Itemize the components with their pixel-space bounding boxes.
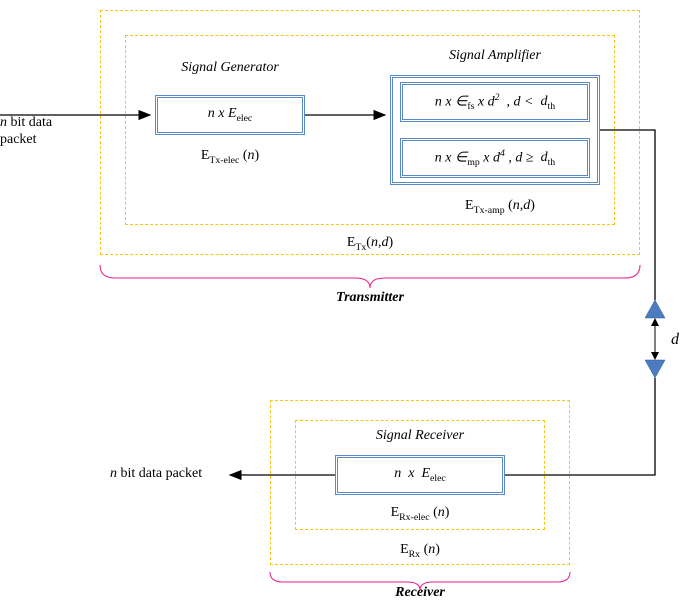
tx-sublabel: ETx(n,d) [320,235,420,254]
receiver-sublabel: ERx (n) [380,542,460,561]
signal-generator-label: Signal Generator [170,60,290,77]
signal-receiver-label: Signal Receiver [355,428,485,445]
amplifier-mp-formula: n x ∈mp x d4 , d ≥ dth [435,148,555,168]
transmitter-brace [100,265,640,288]
input-packet-label: n bit datapacket [0,115,80,149]
distance-arrow-top [651,318,659,326]
antenna-down-triangle [645,360,665,378]
receiver-box: n x Eelec [335,455,505,495]
receiver-label: Receiver [375,585,465,602]
antenna-up-triangle [645,300,665,318]
generator-box: n x Eelec [155,95,305,135]
receiver-elec-sublabel: ERx-elec (n) [360,505,480,524]
amplifier-sublabel: ETx-amp (n,d) [430,198,570,217]
distance-arrow-bot [651,352,659,360]
amplifier-mp-box: n x ∈mp x d4 , d ≥ dth [400,138,590,178]
amplifier-fs-box: n x ∈fs x d2 , d < dth [400,82,590,122]
generator-formula: n x Eelec [208,106,253,124]
transmitter-label: Transmitter [310,290,430,307]
receiver-formula: n x Eelec [394,466,446,484]
amplifier-fs-formula: n x ∈fs x d2 , d < dth [435,92,555,112]
output-packet-label: n bit data packet [110,466,240,483]
distance-label: d [666,330,684,349]
signal-amplifier-label: Signal Amplifier [430,48,560,65]
generator-sublabel: ETx-elec (n) [165,148,295,167]
